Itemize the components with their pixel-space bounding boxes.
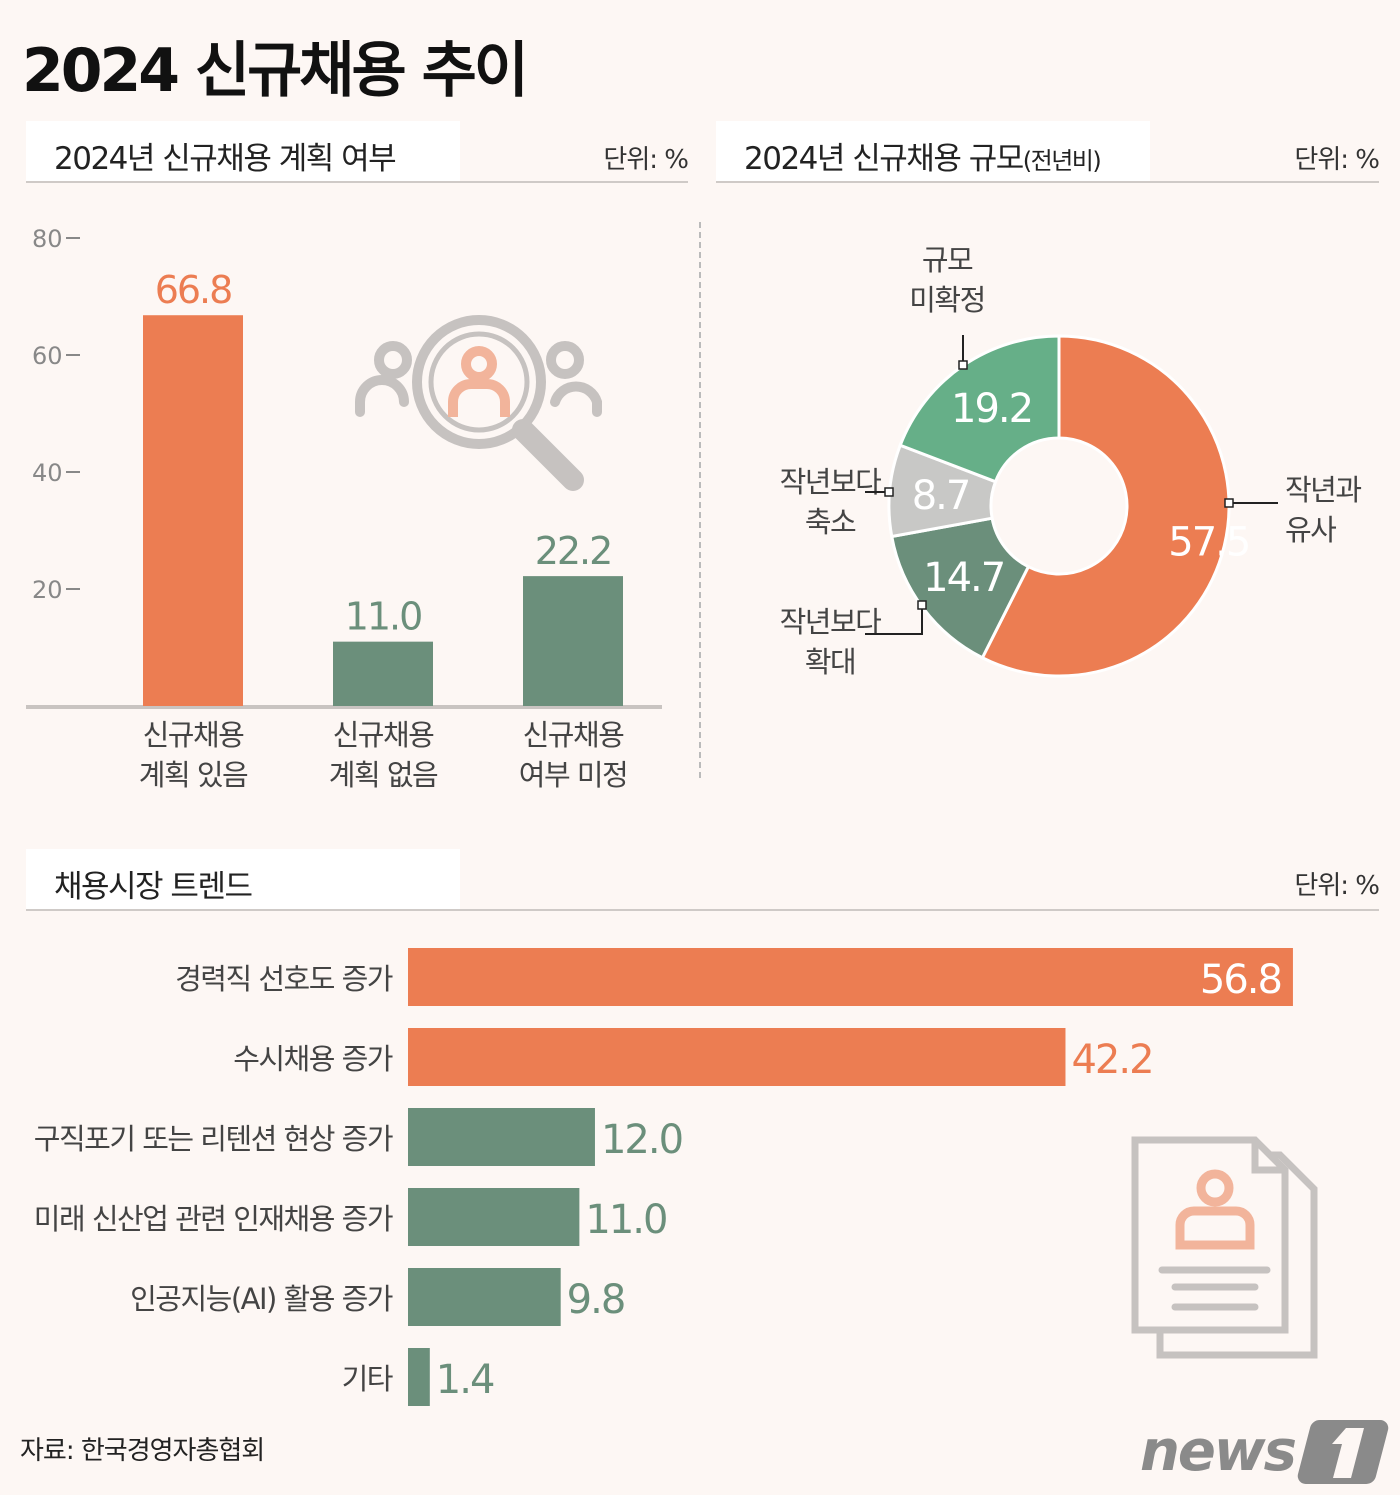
slice-category-label: 작년보다 (780, 465, 882, 499)
x-tick-label: 계획 없음 (329, 758, 438, 792)
bar (408, 1028, 1066, 1086)
unit-label: 단위: % (603, 145, 689, 175)
unit-label: 단위: % (1294, 871, 1380, 901)
y-tick-label: 20 (32, 576, 63, 604)
donut-slice (980, 334, 1231, 678)
section-header-plan: 2024년 신규채용 계획 여부 단위: % (26, 121, 689, 183)
bar (408, 1188, 580, 1246)
bar (523, 576, 623, 706)
section-title: 2024년 신규채용 계획 여부 (26, 121, 460, 181)
y-tick-label: 수시채용 증가 (233, 1042, 393, 1076)
slice-category-label: 작년과 (1285, 473, 1361, 507)
slice-category-label: 확대 (805, 645, 855, 679)
slice-value-label: 14.7 (923, 555, 1004, 601)
leader-marker (958, 360, 968, 370)
data-label: 11.0 (345, 595, 422, 639)
bar (333, 641, 433, 706)
bar (143, 315, 243, 706)
y-tick-label: 구직포기 또는 리텐션 현상 증가 (34, 1122, 393, 1156)
slice-value-label: 19.2 (951, 386, 1032, 432)
x-tick-label: 신규채용 (143, 718, 245, 752)
data-label: 42.2 (1071, 1037, 1152, 1083)
bar (408, 1348, 430, 1406)
x-tick-label: 계획 있음 (139, 758, 248, 792)
slice-category-label: 유사 (1285, 513, 1336, 547)
resume-document-icon (1131, 1136, 1318, 1359)
leader-marker (917, 600, 927, 610)
unit-label: 단위: % (1294, 145, 1380, 175)
slice-value-label: 57.5 (1168, 520, 1249, 566)
bar (408, 1268, 561, 1326)
section-title: 2024년 신규채용 규모(전년비) (716, 121, 1150, 181)
data-label: 11.0 (585, 1197, 666, 1243)
x-tick-label: 여부 미정 (519, 758, 627, 792)
y-tick-label: 미래 신산업 관련 인재채용 증가 (34, 1202, 393, 1236)
news1-logo: news (1140, 1419, 1389, 1485)
data-label: 9.8 (567, 1277, 625, 1323)
section-header-trend: 채용시장 트렌드 단위: % (26, 849, 1380, 911)
y-tick-label: 80 (32, 225, 63, 253)
source-note: 자료: 한국경영자총협회 (20, 1436, 265, 1466)
page-title: 2024 신규채용 추이 (22, 36, 529, 106)
magnifier-people-icon (355, 315, 602, 491)
bar (408, 948, 1293, 1006)
leader-marker (884, 487, 894, 497)
data-label: 1.4 (436, 1357, 494, 1403)
title-main: 2024년 신규채용 규모 (744, 141, 1024, 177)
y-tick-label: 40 (32, 459, 63, 487)
donut-slice (898, 334, 1061, 484)
donut-slice (890, 516, 1031, 660)
section-header-scale: 2024년 신규채용 규모(전년비) 단위: % (716, 121, 1380, 183)
leader-marker (1224, 498, 1234, 508)
y-tick-label: 경력직 선호도 증가 (175, 962, 393, 996)
y-tick-label: 기타 (342, 1362, 393, 1396)
slice-category-label: 규모 (922, 243, 973, 277)
title-suffix: (전년비) (1022, 147, 1102, 175)
data-label: 22.2 (535, 529, 612, 573)
data-label: 56.8 (1200, 957, 1281, 1003)
bar (408, 1108, 595, 1166)
leader-line (865, 605, 923, 635)
x-tick-label: 신규채용 (523, 718, 625, 752)
slice-category-label: 축소 (805, 505, 856, 539)
section-title: 채용시장 트렌드 (26, 849, 460, 909)
slice-value-label: 8.7 (912, 473, 970, 519)
x-tick-label: 신규채용 (333, 718, 435, 752)
y-tick-label: 인공지능(AI) 활용 증가 (130, 1282, 393, 1316)
y-tick-label: 60 (32, 342, 63, 370)
divider (699, 222, 701, 778)
data-label: 12.0 (601, 1117, 682, 1163)
hbar-chart-trend: 경력직 선호도 증가 56.8 수시채용 증가 42.2 구직포기 또는 리텐션 현상 … (34, 948, 1293, 1406)
slice-category-label: 미확정 (909, 283, 985, 317)
svg-text:news: news (1140, 1419, 1296, 1484)
data-label: 66.8 (155, 268, 232, 312)
